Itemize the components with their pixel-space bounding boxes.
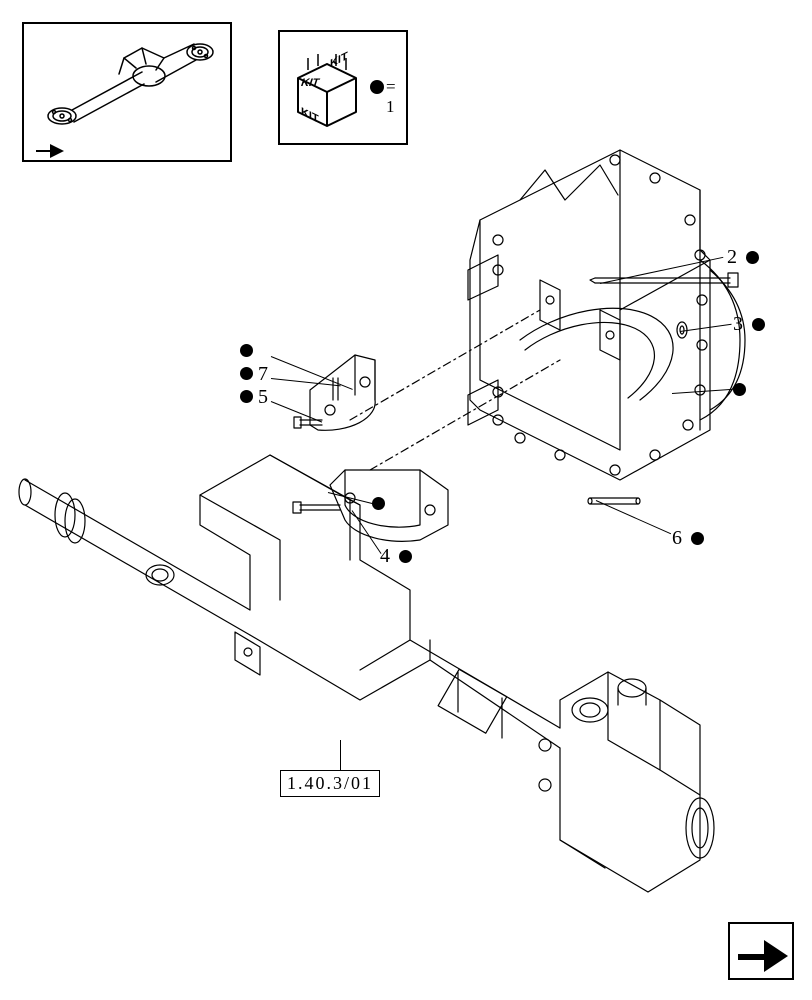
dot-6 [691,532,704,545]
dot-3 [752,318,765,331]
next-page-arrow-icon [730,924,796,982]
bearing-cap-upper [294,355,375,430]
dot-blank-c [240,344,253,357]
support-plate [468,150,745,480]
axle-housing [19,455,714,892]
callout-7: 7 [258,363,268,386]
dot-blank-a [733,383,746,396]
nav-arrow-frame[interactable] [728,922,794,980]
callout-4: 4 [380,545,390,568]
dot-7 [240,367,253,380]
main-exploded-drawing [0,0,812,1000]
dot-2 [746,251,759,264]
callout-6: 6 [672,527,682,550]
callout-2: 2 [727,246,737,269]
callout-5: 5 [258,386,268,409]
callout-3: 3 [733,313,743,336]
reference-number: 1.40.3/01 [280,770,380,797]
dot-blank-b [372,497,385,510]
dot-4 [399,550,412,563]
dot-5 [240,390,253,403]
reference-leader-line [340,740,341,770]
